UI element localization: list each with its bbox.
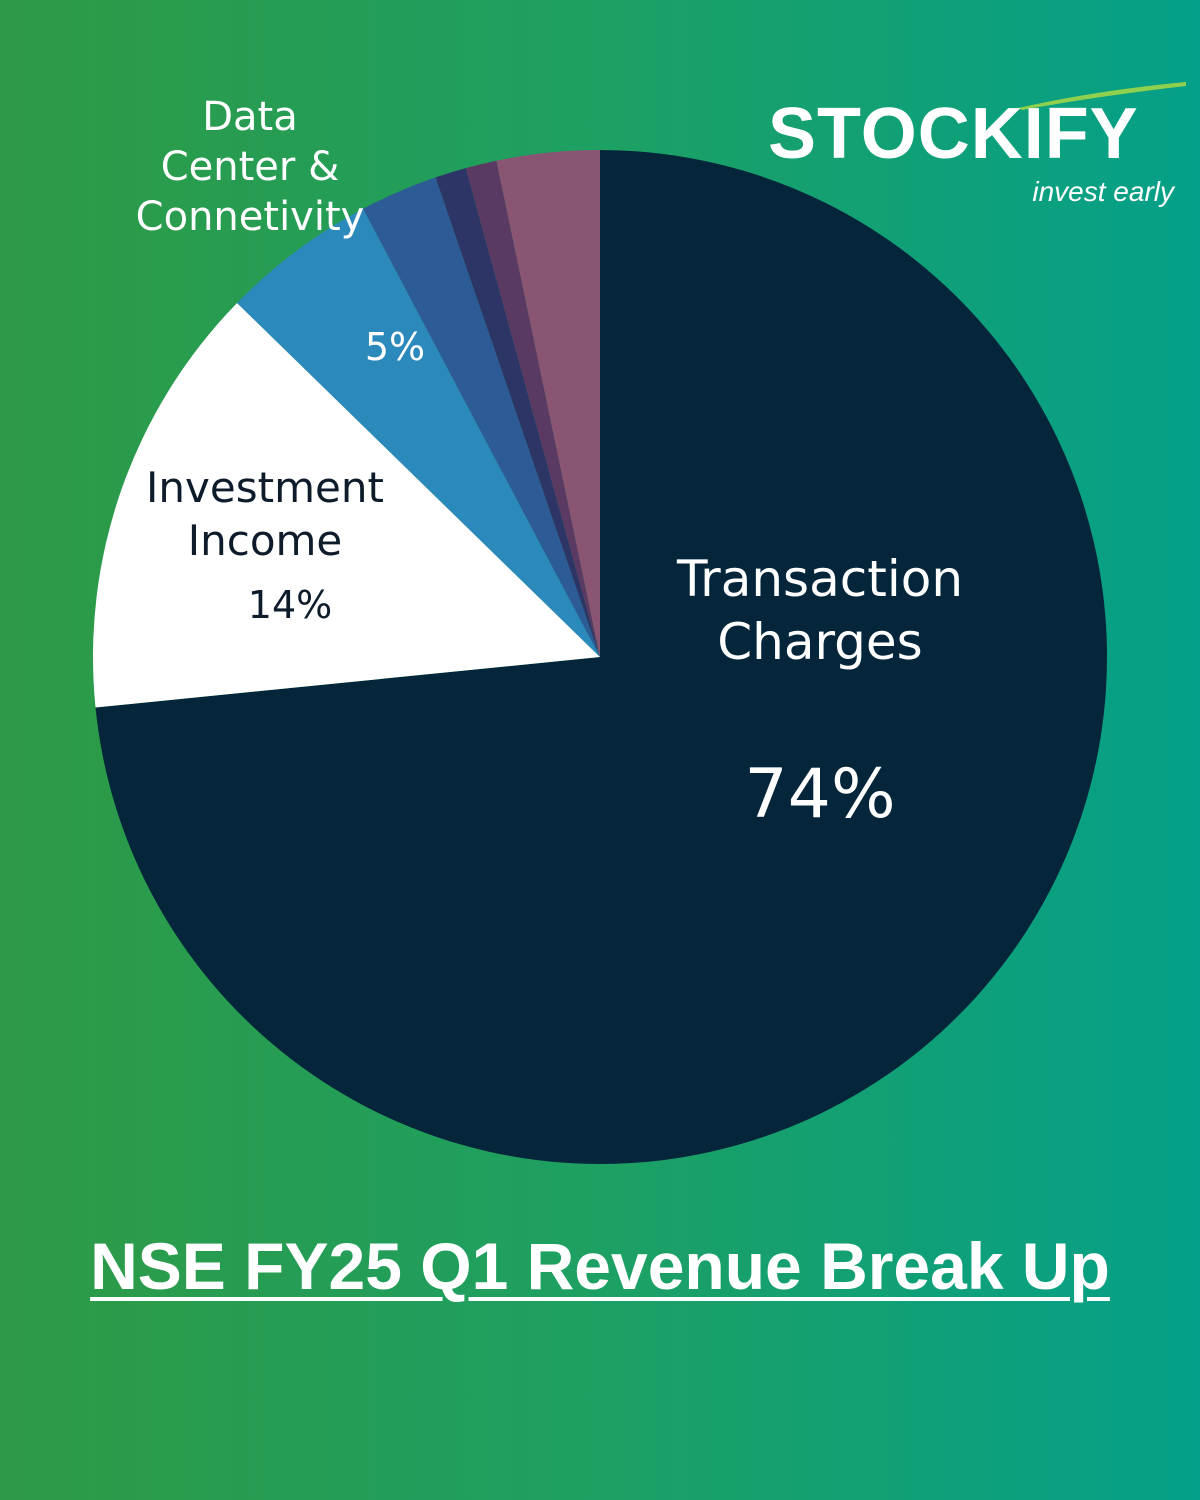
logo-swoosh-icon — [1018, 82, 1186, 110]
label-transaction-charges: Transaction Charges — [676, 550, 964, 671]
pie-slice-4 — [435, 168, 600, 657]
label-investment-income: Investment Income — [146, 463, 384, 565]
label-data-center: Data Center & Connetivity — [135, 94, 365, 240]
stockify-logo: STOCKIFY invest early — [768, 80, 1188, 220]
pie-slice-3 — [363, 177, 600, 657]
logo-wordmark: STOCKIFY — [768, 94, 1139, 174]
label-transaction-charges-pct: 74% — [744, 755, 896, 834]
label-investment-income-pct: 14% — [247, 583, 333, 627]
pie-slice-5 — [465, 160, 600, 657]
label-data-center-pct: 5% — [364, 325, 426, 369]
pie-slice-0 — [95, 150, 1107, 1164]
pie-slice-6 — [496, 150, 600, 657]
logo-tagline: invest early — [1032, 176, 1174, 207]
pie-slice-2 — [237, 208, 600, 658]
pie-slice-1 — [92, 302, 600, 708]
chart-title: NSE FY25 Q1 Revenue Break Up — [90, 1229, 1110, 1303]
